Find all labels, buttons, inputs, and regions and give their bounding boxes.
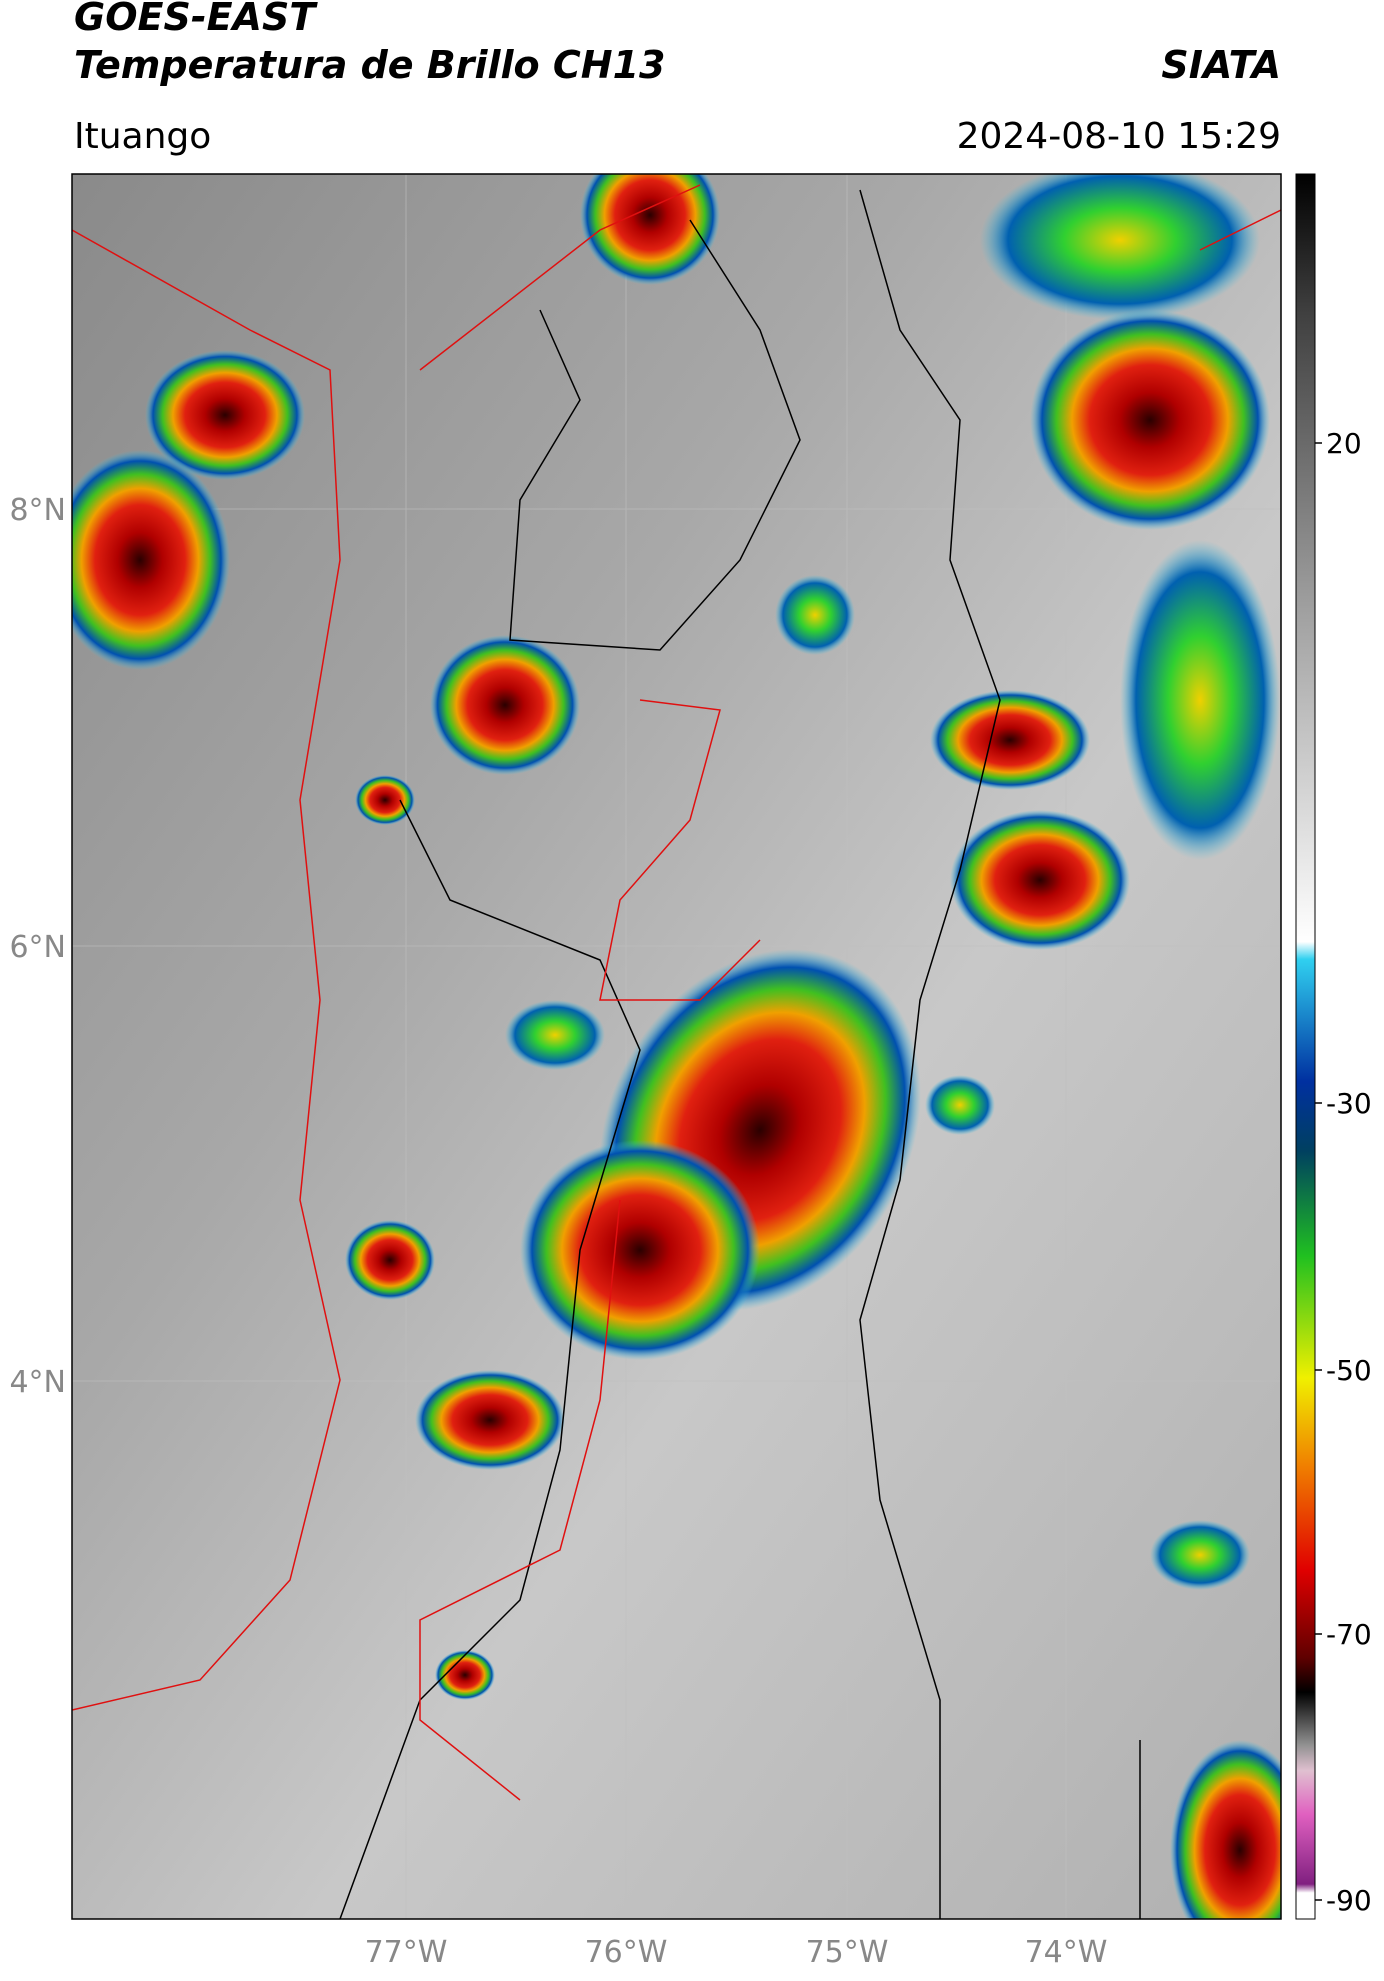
lon-label: 75°W [806, 1935, 889, 1970]
subtitle: Temperatura de Brillo CH13 [74, 43, 665, 87]
colorbar [1295, 173, 1316, 1920]
colorbar-tick: -50 [1326, 1354, 1372, 1387]
title: GOES-EAST [74, 0, 318, 39]
lon-label: 76°W [585, 1935, 668, 1970]
map-frame [71, 173, 1282, 1920]
colorbar-tick: -70 [1326, 1618, 1372, 1651]
colorbar-tick: -90 [1326, 1884, 1372, 1917]
colorbar-tick: 20 [1326, 427, 1362, 460]
lat-label: 4°N [9, 1365, 66, 1400]
colorbar-tick: -30 [1326, 1087, 1372, 1120]
datetime: 2024-08-10 15:29 [957, 116, 1281, 157]
lat-label: 8°N [9, 493, 66, 528]
lon-label: 74°W [1025, 1935, 1108, 1970]
lon-label: 77°W [365, 1935, 448, 1970]
location: Ituango [74, 116, 211, 157]
lat-label: 6°N [9, 930, 66, 965]
map [72, 174, 1281, 1919]
org: SIATA [1161, 43, 1281, 87]
